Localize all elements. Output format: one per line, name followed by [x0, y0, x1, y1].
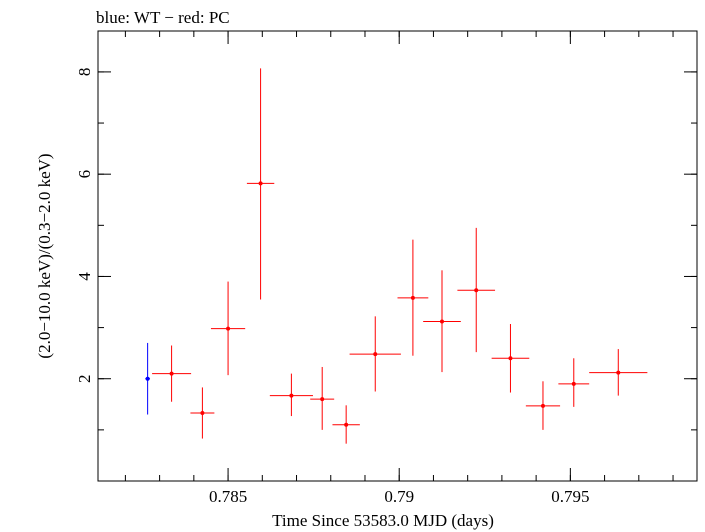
x-tick-label: 0.785: [209, 487, 247, 506]
data-point: [373, 352, 378, 357]
data-point: [258, 181, 263, 186]
y-tick-label: 2: [75, 374, 94, 383]
series-group: [145, 342, 151, 415]
data-point: [474, 288, 479, 293]
y-tick-label: 6: [75, 170, 94, 179]
chart-title: blue: WT − red: PC: [96, 8, 230, 27]
x-axis-label: Time Since 53583.0 MJD (days): [272, 511, 494, 530]
x-tick-label: 0.795: [551, 487, 589, 506]
data-point: [540, 403, 545, 408]
data-point: [439, 319, 444, 324]
data-point: [508, 356, 513, 361]
y-axis-label: (2.0−10.0 keV)/(0.3−2.0 keV): [35, 153, 54, 358]
x-tick-label: 0.79: [384, 487, 414, 506]
data-point: [344, 422, 349, 427]
axis-ticks: [98, 31, 697, 481]
series-group: [152, 68, 648, 444]
tick-labels: 0.785 0.79 0.795 2 4 6 8: [75, 68, 589, 506]
plot-frame: [97, 30, 698, 482]
data-point: [289, 393, 294, 398]
data-point: [145, 376, 150, 381]
data-point: [200, 410, 205, 415]
y-tick-label: 8: [75, 68, 94, 77]
data-point: [226, 326, 231, 331]
data-point: [571, 381, 576, 386]
data-marks: [145, 68, 648, 444]
data-point: [169, 371, 174, 376]
data-point: [616, 370, 621, 375]
y-tick-label: 4: [75, 272, 94, 281]
data-point: [320, 397, 325, 402]
data-point: [410, 295, 415, 300]
